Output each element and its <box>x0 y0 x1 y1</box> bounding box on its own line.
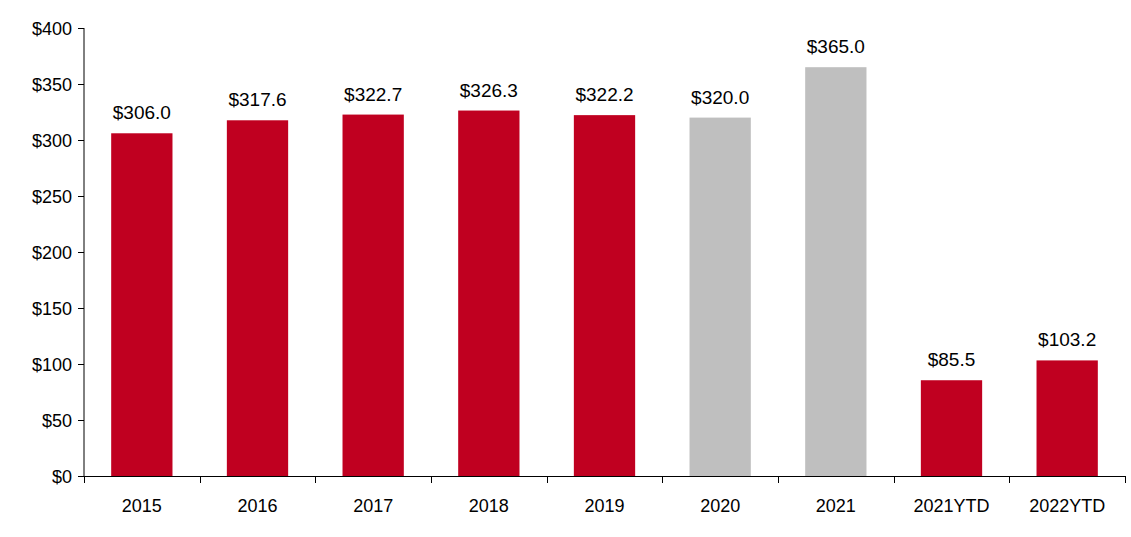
y-tick-label: $50 <box>42 411 72 431</box>
bar <box>343 115 404 476</box>
y-tick-label: $300 <box>32 131 72 151</box>
data-label: $322.2 <box>575 84 633 105</box>
y-tick <box>78 84 84 85</box>
data-label: $326.3 <box>460 80 518 101</box>
data-label: $306.0 <box>113 102 171 123</box>
x-tick <box>431 476 432 483</box>
x-tick-label: 2022YTD <box>1029 496 1105 516</box>
y-tick-label: $100 <box>32 355 72 375</box>
y-tick <box>78 476 84 477</box>
x-tick <box>778 476 779 483</box>
data-label: $322.7 <box>344 84 402 105</box>
x-tick-label: 2019 <box>584 496 624 516</box>
bar <box>458 111 519 476</box>
y-tick <box>78 196 84 197</box>
x-tick <box>315 476 316 483</box>
x-tick <box>662 476 663 483</box>
x-tick <box>547 476 548 483</box>
x-tick-label: 2018 <box>469 496 509 516</box>
bar <box>227 120 288 476</box>
bar <box>111 133 172 476</box>
bar <box>574 115 635 476</box>
y-tick-label: $0 <box>52 467 72 487</box>
y-tick <box>78 252 84 253</box>
data-label: $317.6 <box>228 89 286 110</box>
y-tick-label: $350 <box>32 75 72 95</box>
data-label: $85.5 <box>928 349 976 370</box>
y-tick <box>78 28 84 29</box>
x-tick-label: 2021 <box>816 496 856 516</box>
x-tick-label: 2017 <box>353 496 393 516</box>
bar <box>1037 360 1098 476</box>
x-tick-label: 2015 <box>122 496 162 516</box>
x-tick <box>84 476 85 483</box>
data-label: $103.2 <box>1038 329 1096 350</box>
x-tick <box>1125 476 1126 483</box>
bars <box>111 67 1098 476</box>
x-axis <box>84 476 1125 477</box>
x-tick-label: 2021YTD <box>913 496 989 516</box>
y-tick <box>78 364 84 365</box>
x-tick <box>200 476 201 483</box>
chart: $0 $50 $100 $150 $200 $250 $300 $350 $400 2015 201… <box>0 0 1131 537</box>
x-tick-label: 2016 <box>237 496 277 516</box>
y-tick-label: $200 <box>32 243 72 263</box>
bar <box>690 118 751 476</box>
y-tick-label: $400 <box>32 19 72 39</box>
y-tick <box>78 140 84 141</box>
bar <box>921 380 982 476</box>
y-tick <box>78 420 84 421</box>
x-tick <box>1009 476 1010 483</box>
x-tick-label: 2020 <box>700 496 740 516</box>
y-tick <box>78 308 84 309</box>
bar <box>805 67 866 476</box>
y-tick-label: $250 <box>32 187 72 207</box>
data-label: $365.0 <box>807 36 865 57</box>
data-label: $320.0 <box>691 87 749 108</box>
x-tick <box>894 476 895 483</box>
y-tick-label: $150 <box>32 299 72 319</box>
